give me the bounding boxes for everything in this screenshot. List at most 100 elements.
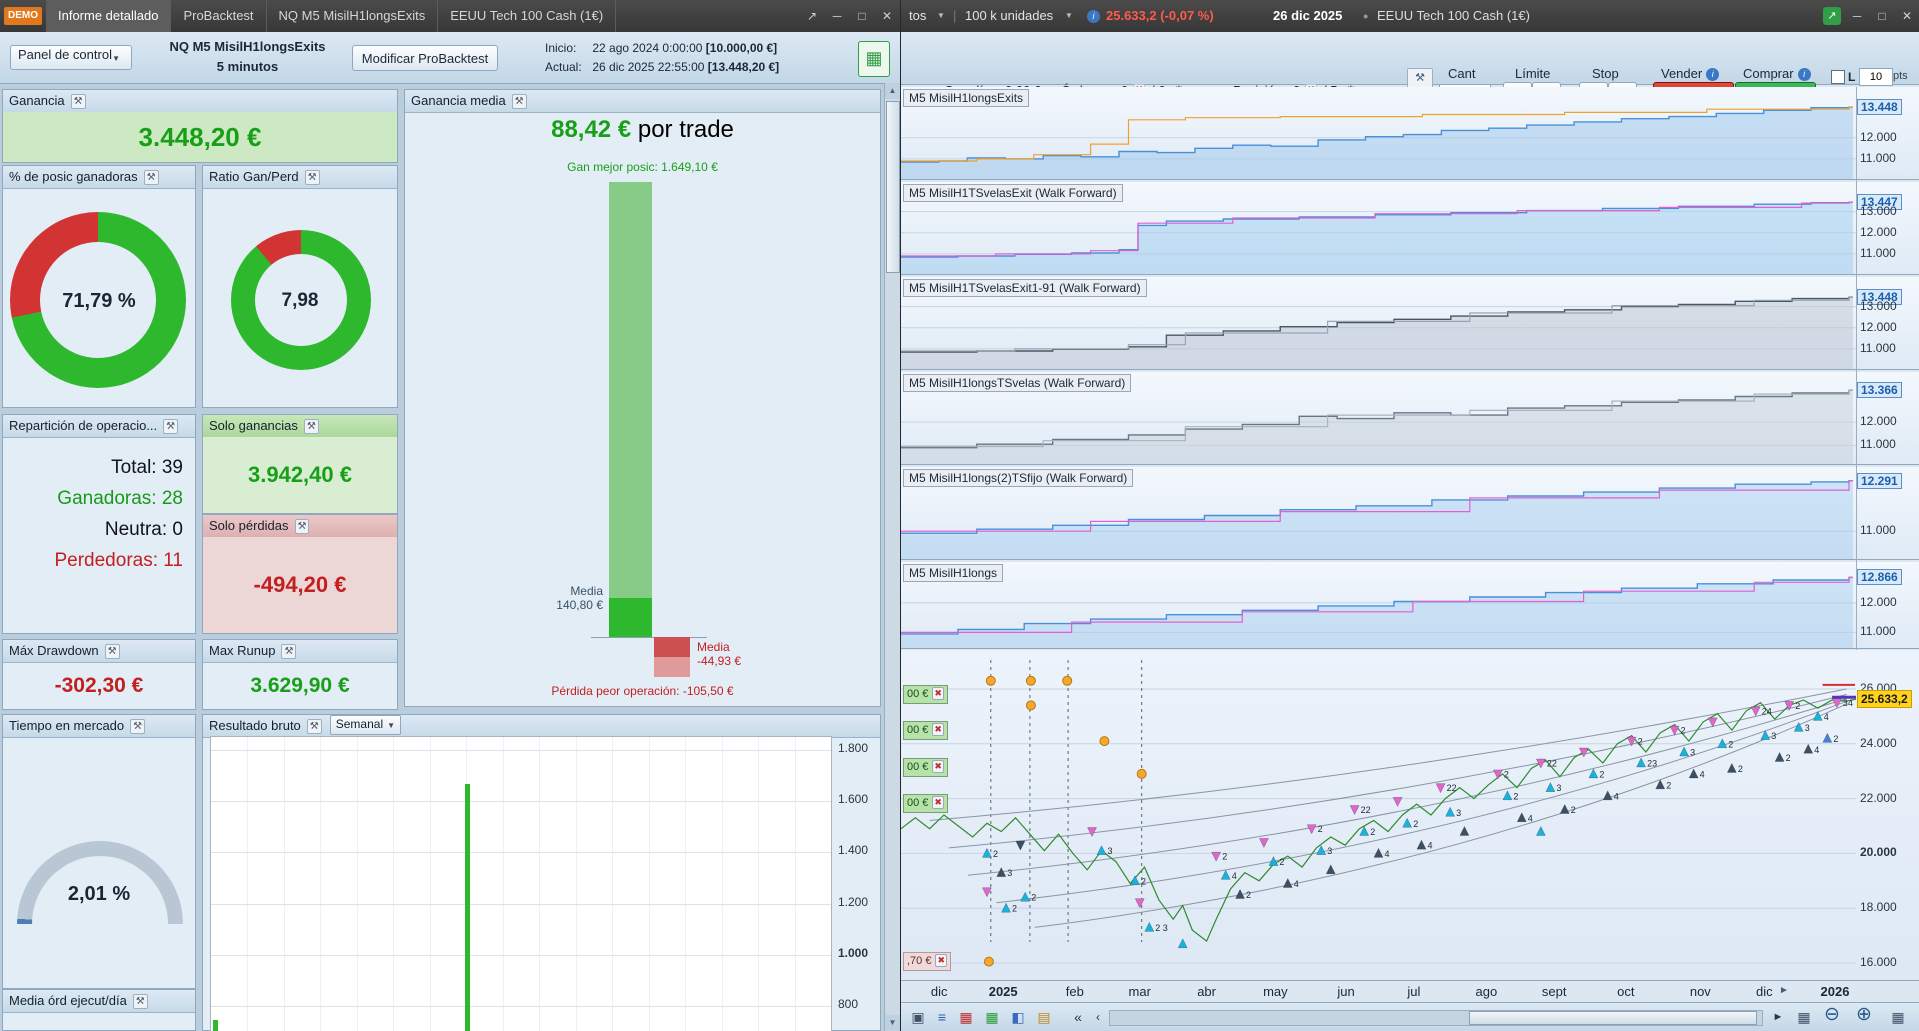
wrench-icon[interactable]: ⚒ [294, 519, 310, 534]
order-level-label[interactable]: 00 € ✖ [903, 721, 948, 741]
limit-pts-input[interactable] [1859, 68, 1893, 86]
strategy-label[interactable]: M5 MisilH1longs [903, 564, 1004, 582]
trade-marker-count: 3 [1690, 748, 1695, 758]
order-level-label[interactable]: ,70 € ✖ [903, 951, 952, 971]
order-level-label[interactable]: 00 € ✖ [903, 685, 948, 705]
panel-title: Repartición de operacio... [9, 418, 158, 433]
wrench-icon[interactable]: ⚒ [303, 419, 319, 434]
zoom-out-icon[interactable]: ⊖ [1824, 1004, 1840, 1025]
trade-marker-count: 3 [1556, 783, 1561, 793]
minimize-button[interactable]: ─ [832, 9, 842, 23]
trade-marker-count: 2 3 [1155, 923, 1168, 933]
close-button[interactable]: ✕ [881, 9, 893, 23]
remove-order-icon[interactable]: ✖ [932, 795, 944, 809]
maximize-button[interactable]: □ [1878, 9, 1886, 23]
keyboard-icon[interactable]: ▦ [1891, 1009, 1905, 1025]
info-icon[interactable]: i [1706, 68, 1720, 81]
time-axis-tick: oct [1617, 984, 1635, 999]
chart-app-icon[interactable]: ↗ [1823, 7, 1841, 25]
step-back-icon[interactable]: ‹ [1096, 1010, 1100, 1024]
trade-marker [1636, 757, 1647, 768]
strategy-label[interactable]: M5 MisilH1TSvelasExit (Walk Forward) [903, 184, 1123, 202]
time-axis-tick: feb [1065, 984, 1084, 999]
stop-label: Stop [1592, 66, 1619, 81]
comprar-label: Comprar i [1743, 66, 1811, 81]
cant-label: Cant [1448, 66, 1476, 81]
wrench-icon[interactable]: ⚒ [511, 94, 527, 109]
remove-order-icon[interactable]: ✖ [932, 687, 944, 701]
axis-divider [1856, 87, 1857, 980]
modificar-probacktest-button[interactable]: Modificar ProBacktest [352, 45, 498, 71]
trade-marker [1349, 805, 1360, 816]
info-icon[interactable]: i [1083, 9, 1100, 23]
remove-order-icon[interactable]: ✖ [932, 723, 944, 737]
wrench-icon[interactable]: ⚒ [132, 994, 148, 1009]
trade-marker-count: 2 [1504, 769, 1509, 779]
remove-order-icon[interactable]: ✖ [935, 953, 948, 967]
trade-marker [1774, 751, 1785, 762]
fast-back-icon[interactable]: « [1074, 1009, 1082, 1025]
monitor-icon[interactable]: ▣ [911, 1009, 925, 1025]
chart-scrollbar[interactable] [1109, 1010, 1763, 1026]
step-forward-icon[interactable]: ► [1772, 1011, 1784, 1023]
equity-curve-svg [901, 480, 1856, 559]
trade-marker [1282, 877, 1293, 888]
wrench-icon[interactable]: ⚒ [306, 719, 322, 734]
wrench-icon[interactable]: ⚒ [143, 170, 159, 185]
share-icon[interactable]: ↗ [806, 9, 818, 23]
zoom-in-icon[interactable]: ⊕ [1856, 1004, 1872, 1025]
table-icon[interactable]: ▦ [985, 1009, 999, 1025]
calendar-icon[interactable]: ▦ [959, 1009, 973, 1025]
scrollbar-thumb[interactable] [886, 101, 900, 273]
order-settings-icon[interactable]: ⚒ [1407, 68, 1433, 89]
panel-de-control-dropdown[interactable]: Panel de control ▼ [10, 45, 132, 70]
report-tab[interactable]: ProBacktest [171, 0, 267, 32]
wrench-icon[interactable]: ⚒ [281, 644, 297, 659]
vender-label: Vender i [1661, 66, 1720, 81]
trade-marker [1588, 768, 1599, 779]
scrollbar-thumb[interactable] [1468, 1011, 1758, 1025]
limit-checkbox[interactable] [1831, 70, 1845, 84]
wrench-icon[interactable]: ⚒ [70, 94, 86, 109]
dashboard-icon[interactable]: ▦ [858, 41, 890, 77]
wrench-icon[interactable]: ⚒ [304, 170, 320, 185]
order-level-label[interactable]: 00 € ✖ [903, 793, 948, 813]
info-icon[interactable]: i [1797, 68, 1811, 81]
remove-order-icon[interactable]: ✖ [932, 759, 944, 773]
minimize-button[interactable]: ─ [1852, 9, 1862, 23]
period-dropdown[interactable]: Semanal ▼ [329, 715, 402, 735]
order-bar: Gan día: 0,00 € Órdenes: 0 ✖ / 6 ⚙ Posic… [901, 32, 1919, 116]
trend-curve [1034, 703, 1847, 928]
wrench-icon[interactable]: ⚒ [104, 644, 120, 659]
scroll-right-icon[interactable]: ► [1779, 985, 1789, 996]
strategy-label[interactable]: M5 MisilH1longsExits [903, 89, 1030, 107]
units-cut-dropdown[interactable]: tos [909, 8, 927, 23]
equity-curve-svg [901, 389, 1856, 464]
trade-marker [1831, 698, 1842, 709]
chart2-icon[interactable]: ▤ [1037, 1009, 1051, 1025]
wrench-icon[interactable]: ⚒ [130, 719, 146, 734]
report-tab[interactable]: NQ M5 MisilH1longsExits [267, 0, 439, 32]
report-tab[interactable]: EEUU Tech 100 Cash (1€) [438, 0, 617, 32]
chevron-down-icon: ▼ [937, 11, 945, 20]
strategy-label[interactable]: M5 MisilH1TSvelasExit1-91 (Walk Forward) [903, 279, 1147, 297]
price-axis-tick: 24.000 [1860, 735, 1897, 750]
order-level-label[interactable]: 00 € ✖ [903, 757, 948, 777]
scroll-down-icon[interactable]: ▼ [885, 1015, 900, 1031]
wrench-icon[interactable]: ⚒ [163, 419, 179, 434]
close-button[interactable]: ✕ [1901, 9, 1913, 23]
strategy-label[interactable]: M5 MisilH1longs(2)TSfijo (Walk Forward) [903, 469, 1134, 487]
strategy-label[interactable]: M5 MisilH1longsTSvelas (Walk Forward) [903, 374, 1132, 392]
maximize-button[interactable]: □ [858, 9, 866, 23]
list-icon[interactable]: ≡ [937, 1009, 947, 1025]
trade-marker-count: 2 [1571, 805, 1576, 815]
report-tab[interactable]: Informe detallado [46, 0, 172, 32]
report-scrollbar[interactable]: ▲ ▼ [884, 83, 900, 1031]
chart-icon[interactable]: ◧ [1011, 1009, 1025, 1025]
trade-marker [1822, 732, 1833, 743]
panels-icon[interactable]: ▦ [1797, 1009, 1811, 1025]
equity-panel: M5 MisilH1longs 12.866 12.000 11.000 [901, 562, 1919, 649]
quantity-dropdown[interactable]: 100 k unidades [965, 8, 1054, 23]
scroll-up-icon[interactable]: ▲ [885, 83, 900, 99]
